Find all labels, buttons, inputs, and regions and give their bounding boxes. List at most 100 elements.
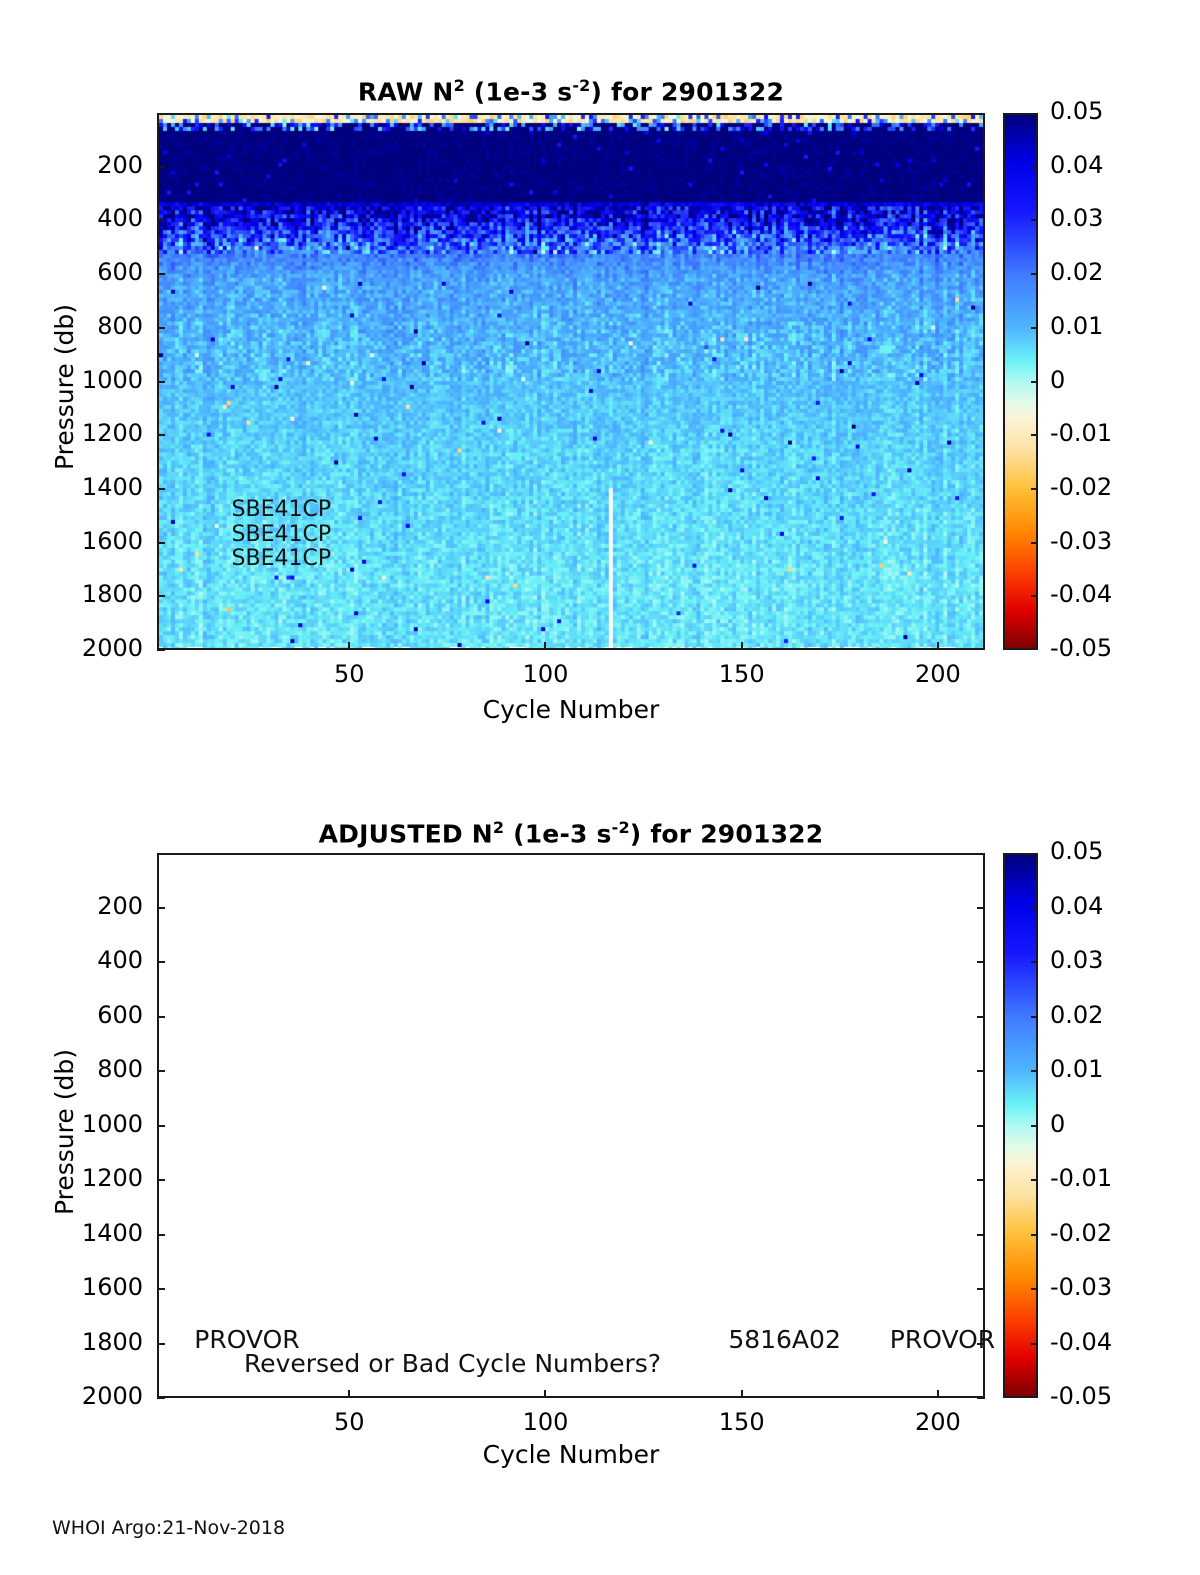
ytick-mark (157, 1070, 165, 1072)
ytick-mark-right (977, 1397, 985, 1399)
raw-colorbar (1003, 113, 1038, 650)
ytick-mark (157, 326, 165, 329)
xtick-label: 200 (915, 660, 961, 688)
colorbar-tick-mark (1031, 1015, 1038, 1018)
ytick-label: 1200 (81, 1164, 143, 1192)
xtick-mark (348, 642, 351, 650)
xtick-label: 50 (334, 660, 365, 688)
colorbar-tick-mark (1031, 1342, 1038, 1345)
xtick-mark (544, 642, 547, 650)
ytick-mark-right (977, 961, 985, 963)
ytick-mark (157, 595, 165, 598)
raw-title-end: ) for 2901322 (590, 77, 785, 107)
raw-ylabel: Pressure (db) (50, 304, 79, 470)
adjusted-plot-area (157, 853, 985, 1398)
colorbar-tick-label: 0 (1050, 1109, 1066, 1138)
colorbar-tick-label: 0.04 (1050, 891, 1104, 920)
colorbar-tick-label: -0.04 (1050, 580, 1113, 609)
raw-title-main: RAW N (357, 77, 454, 107)
ytick-label: 1800 (81, 580, 143, 609)
colorbar-tick-label: 0.01 (1050, 1055, 1104, 1083)
ytick-label: 400 (97, 204, 143, 233)
ytick-mark (157, 273, 165, 276)
ytick-mark (157, 906, 165, 909)
ytick-label: 200 (97, 150, 143, 179)
ytick-label: 800 (97, 1055, 143, 1083)
ytick-label: 1000 (81, 365, 143, 394)
ytick-mark-right (977, 1179, 985, 1181)
adjusted-ylabel: Pressure (db) (50, 1049, 79, 1215)
colorbar-tick-label: 0.03 (1050, 946, 1104, 974)
raw-xlabel: Cycle Number (482, 695, 660, 724)
adjusted-xlabel: Cycle Number (482, 1440, 660, 1469)
xtick-label: 200 (915, 1408, 961, 1436)
ytick-mark (157, 1233, 165, 1236)
xtick-label: 150 (718, 1408, 765, 1436)
ytick-label: 400 (97, 946, 143, 974)
xtick-label: 150 (718, 660, 765, 688)
raw-title-exponent: 2 (453, 76, 465, 95)
adjusted-title: ADJUSTED N2 (1e-3 s-2) for 2901322 (157, 818, 985, 848)
colorbar-tick-mark (1031, 1288, 1038, 1290)
xtick-mark (936, 642, 939, 650)
ytick-mark-right (977, 1288, 985, 1290)
colorbar-tick-label: -0.05 (1050, 634, 1113, 662)
raw-title: RAW N2 (1e-3 s-2) for 2901322 (157, 76, 985, 106)
raw-colorbar-gradient (1005, 115, 1036, 648)
raw-plot-area (157, 113, 985, 650)
colorbar-tick-mark (1031, 1233, 1038, 1236)
colorbar-tick-mark (1031, 165, 1038, 168)
xtick-label: 50 (334, 1408, 365, 1436)
plot-annotation: SBE41CP (231, 545, 332, 571)
ytick-label: 1400 (81, 1218, 143, 1247)
ytick-mark (157, 487, 165, 490)
adjusted-title-mid: (1e-3 s (504, 819, 612, 849)
colorbar-tick-label: 0.02 (1050, 258, 1104, 287)
ytick-label: 1800 (81, 1327, 143, 1356)
xtick-mark (348, 1390, 351, 1398)
colorbar-tick-label: 0.01 (1050, 311, 1104, 340)
ytick-mark-right (977, 1233, 985, 1236)
ytick-label: 600 (97, 1000, 143, 1029)
ytick-mark (157, 1124, 165, 1127)
ytick-label: 2000 (81, 1382, 143, 1410)
xtick-mark (740, 642, 743, 650)
ytick-label: 600 (97, 258, 143, 287)
ytick-label: 1600 (81, 1273, 143, 1301)
ytick-mark-right (977, 1015, 985, 1018)
ytick-label: 800 (97, 311, 143, 340)
colorbar-tick-label: -0.02 (1050, 1218, 1113, 1247)
xtick-mark (740, 1390, 743, 1398)
colorbar-tick-mark (1031, 906, 1038, 909)
ytick-mark (157, 1179, 165, 1181)
colorbar-tick-label: -0.03 (1050, 1273, 1113, 1301)
plot-annotation: SBE41CP (231, 497, 332, 523)
colorbar-tick-label: -0.01 (1050, 419, 1113, 448)
colorbar-tick-label: 0.03 (1050, 204, 1104, 233)
colorbar-tick-label: -0.01 (1050, 1164, 1113, 1192)
figure-footer: WHOI Argo:21-Nov-2018 (52, 1517, 286, 1539)
ytick-mark (157, 541, 165, 544)
colorbar-tick-mark (1031, 487, 1038, 490)
ytick-mark (157, 1288, 165, 1290)
ytick-mark (157, 961, 165, 963)
colorbar-tick-label: 0 (1050, 365, 1066, 394)
colorbar-tick-label: 0.05 (1050, 97, 1104, 125)
colorbar-tick-mark (1031, 1124, 1038, 1127)
ytick-mark-right (977, 1124, 985, 1127)
colorbar-tick-mark (1031, 273, 1038, 276)
colorbar-tick-label: -0.04 (1050, 1327, 1113, 1356)
colorbar-tick-mark (1031, 380, 1038, 383)
colorbar-tick-label: 0.05 (1050, 837, 1104, 865)
ytick-label: 1000 (81, 1109, 143, 1138)
ytick-mark (157, 380, 165, 383)
ytick-label: 200 (97, 891, 143, 920)
colorbar-tick-mark (1031, 541, 1038, 544)
plot-annotation: Reversed or Bad Cycle Numbers? (243, 1348, 662, 1378)
xtick-label: 100 (522, 660, 569, 688)
ytick-mark-right (977, 1070, 985, 1072)
adjusted-title-exponent: 2 (492, 818, 505, 837)
adjusted-colorbar-gradient (1005, 855, 1036, 1396)
ytick-mark (157, 1015, 165, 1018)
ytick-mark (157, 219, 165, 222)
